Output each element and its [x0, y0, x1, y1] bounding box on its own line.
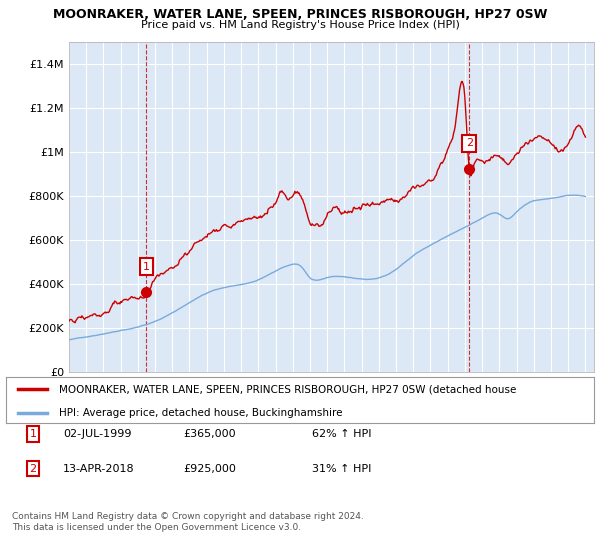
Text: 13-APR-2018: 13-APR-2018 [63, 464, 134, 474]
Text: 62% ↑ HPI: 62% ↑ HPI [312, 429, 371, 439]
Text: Contains HM Land Registry data © Crown copyright and database right 2024.
This d: Contains HM Land Registry data © Crown c… [12, 512, 364, 532]
Text: 31% ↑ HPI: 31% ↑ HPI [312, 464, 371, 474]
Text: 2: 2 [466, 138, 473, 148]
Text: 02-JUL-1999: 02-JUL-1999 [63, 429, 131, 439]
Text: MOONRAKER, WATER LANE, SPEEN, PRINCES RISBOROUGH, HP27 0SW: MOONRAKER, WATER LANE, SPEEN, PRINCES RI… [53, 8, 547, 21]
Text: MOONRAKER, WATER LANE, SPEEN, PRINCES RISBOROUGH, HP27 0SW (detached house: MOONRAKER, WATER LANE, SPEEN, PRINCES RI… [59, 384, 516, 394]
Text: 2: 2 [29, 464, 37, 474]
Text: 1: 1 [29, 429, 37, 439]
Text: HPI: Average price, detached house, Buckinghamshire: HPI: Average price, detached house, Buck… [59, 408, 343, 418]
Text: £925,000: £925,000 [183, 464, 236, 474]
Text: 1: 1 [143, 262, 150, 272]
Text: £365,000: £365,000 [183, 429, 236, 439]
Text: Price paid vs. HM Land Registry's House Price Index (HPI): Price paid vs. HM Land Registry's House … [140, 20, 460, 30]
